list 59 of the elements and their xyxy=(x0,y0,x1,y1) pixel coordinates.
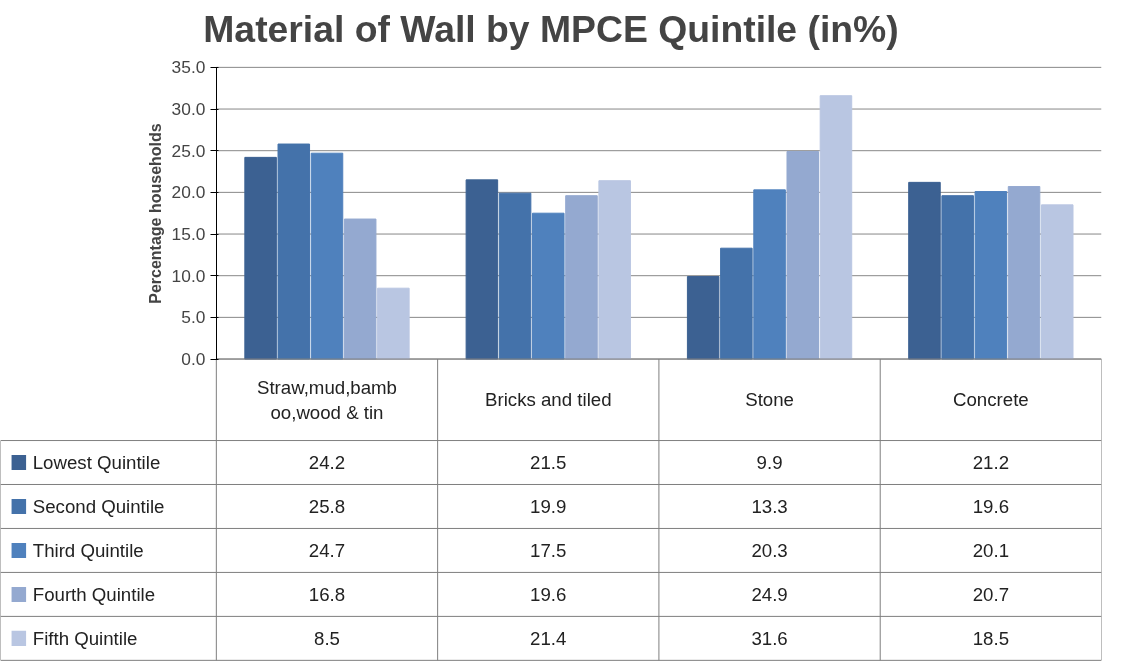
data-label: 24.2 xyxy=(308,452,346,474)
bar xyxy=(465,179,499,360)
data-label: 20.7 xyxy=(972,583,1010,605)
data-label: 17.5 xyxy=(530,539,567,561)
bar xyxy=(498,192,532,360)
x-tick-label: Stone xyxy=(745,389,794,411)
y-tick-label: 20.0 xyxy=(171,182,206,203)
y-tick-label: 5.0 xyxy=(181,307,206,328)
x-tick-label: Concrete xyxy=(953,389,1029,411)
bar xyxy=(310,152,344,360)
data-label: 20.3 xyxy=(751,539,788,561)
bar xyxy=(565,195,598,360)
data-label: 19.6 xyxy=(972,495,1010,517)
x-tick-label: Straw,mud,bamboo,wood & tin xyxy=(256,376,397,423)
data-label: 19.6 xyxy=(530,583,567,605)
bar xyxy=(786,151,820,360)
y-axis-title: Percentage households xyxy=(146,123,164,304)
data-label: 24.9 xyxy=(751,583,788,605)
y-tick-label: 25.0 xyxy=(171,140,206,161)
data-label: 18.5 xyxy=(972,627,1010,649)
y-tick-label: 0.0 xyxy=(181,349,206,370)
legend-label: Second Quintile xyxy=(32,495,165,517)
bar xyxy=(1040,204,1074,360)
y-tick-label: 35.0 xyxy=(171,57,206,78)
legend-label: Lowest Quintile xyxy=(32,452,161,474)
y-tick-label: 10.0 xyxy=(171,265,206,286)
bar xyxy=(941,195,974,360)
legend-label: Third Quintile xyxy=(32,539,144,561)
data-label: 31.6 xyxy=(751,627,788,649)
bar xyxy=(753,189,786,360)
data-label: 19.9 xyxy=(530,495,567,517)
data-label: 21.2 xyxy=(972,452,1010,474)
bar xyxy=(244,156,277,360)
bar xyxy=(686,276,720,360)
bar xyxy=(343,218,377,360)
bar xyxy=(1007,186,1041,360)
legend-label: Fourth Quintile xyxy=(32,583,156,605)
y-tick-label: 15.0 xyxy=(171,224,206,245)
bar xyxy=(532,212,565,360)
data-label: 9.9 xyxy=(756,452,783,474)
data-label: 21.4 xyxy=(530,627,567,649)
chart-title: Material of Wall by MPCE Quintile (in%) xyxy=(203,7,899,50)
bar xyxy=(974,191,1008,360)
data-label: 24.7 xyxy=(308,539,346,561)
legend-label: Fifth Quintile xyxy=(32,627,138,649)
bar xyxy=(819,95,853,360)
data-label: 21.5 xyxy=(530,452,567,474)
bar xyxy=(377,287,410,360)
data-label: 25.8 xyxy=(308,495,346,517)
data-label: 13.3 xyxy=(751,495,788,517)
data-label: 16.8 xyxy=(308,583,346,605)
bar xyxy=(908,181,941,360)
y-tick-label: 30.0 xyxy=(171,99,206,120)
bar xyxy=(277,143,311,360)
data-label: 8.5 xyxy=(314,627,340,649)
bar xyxy=(598,180,631,360)
x-tick-label: Bricks and tiled xyxy=(485,389,612,411)
bar xyxy=(720,247,753,360)
data-label: 20.1 xyxy=(972,539,1010,561)
